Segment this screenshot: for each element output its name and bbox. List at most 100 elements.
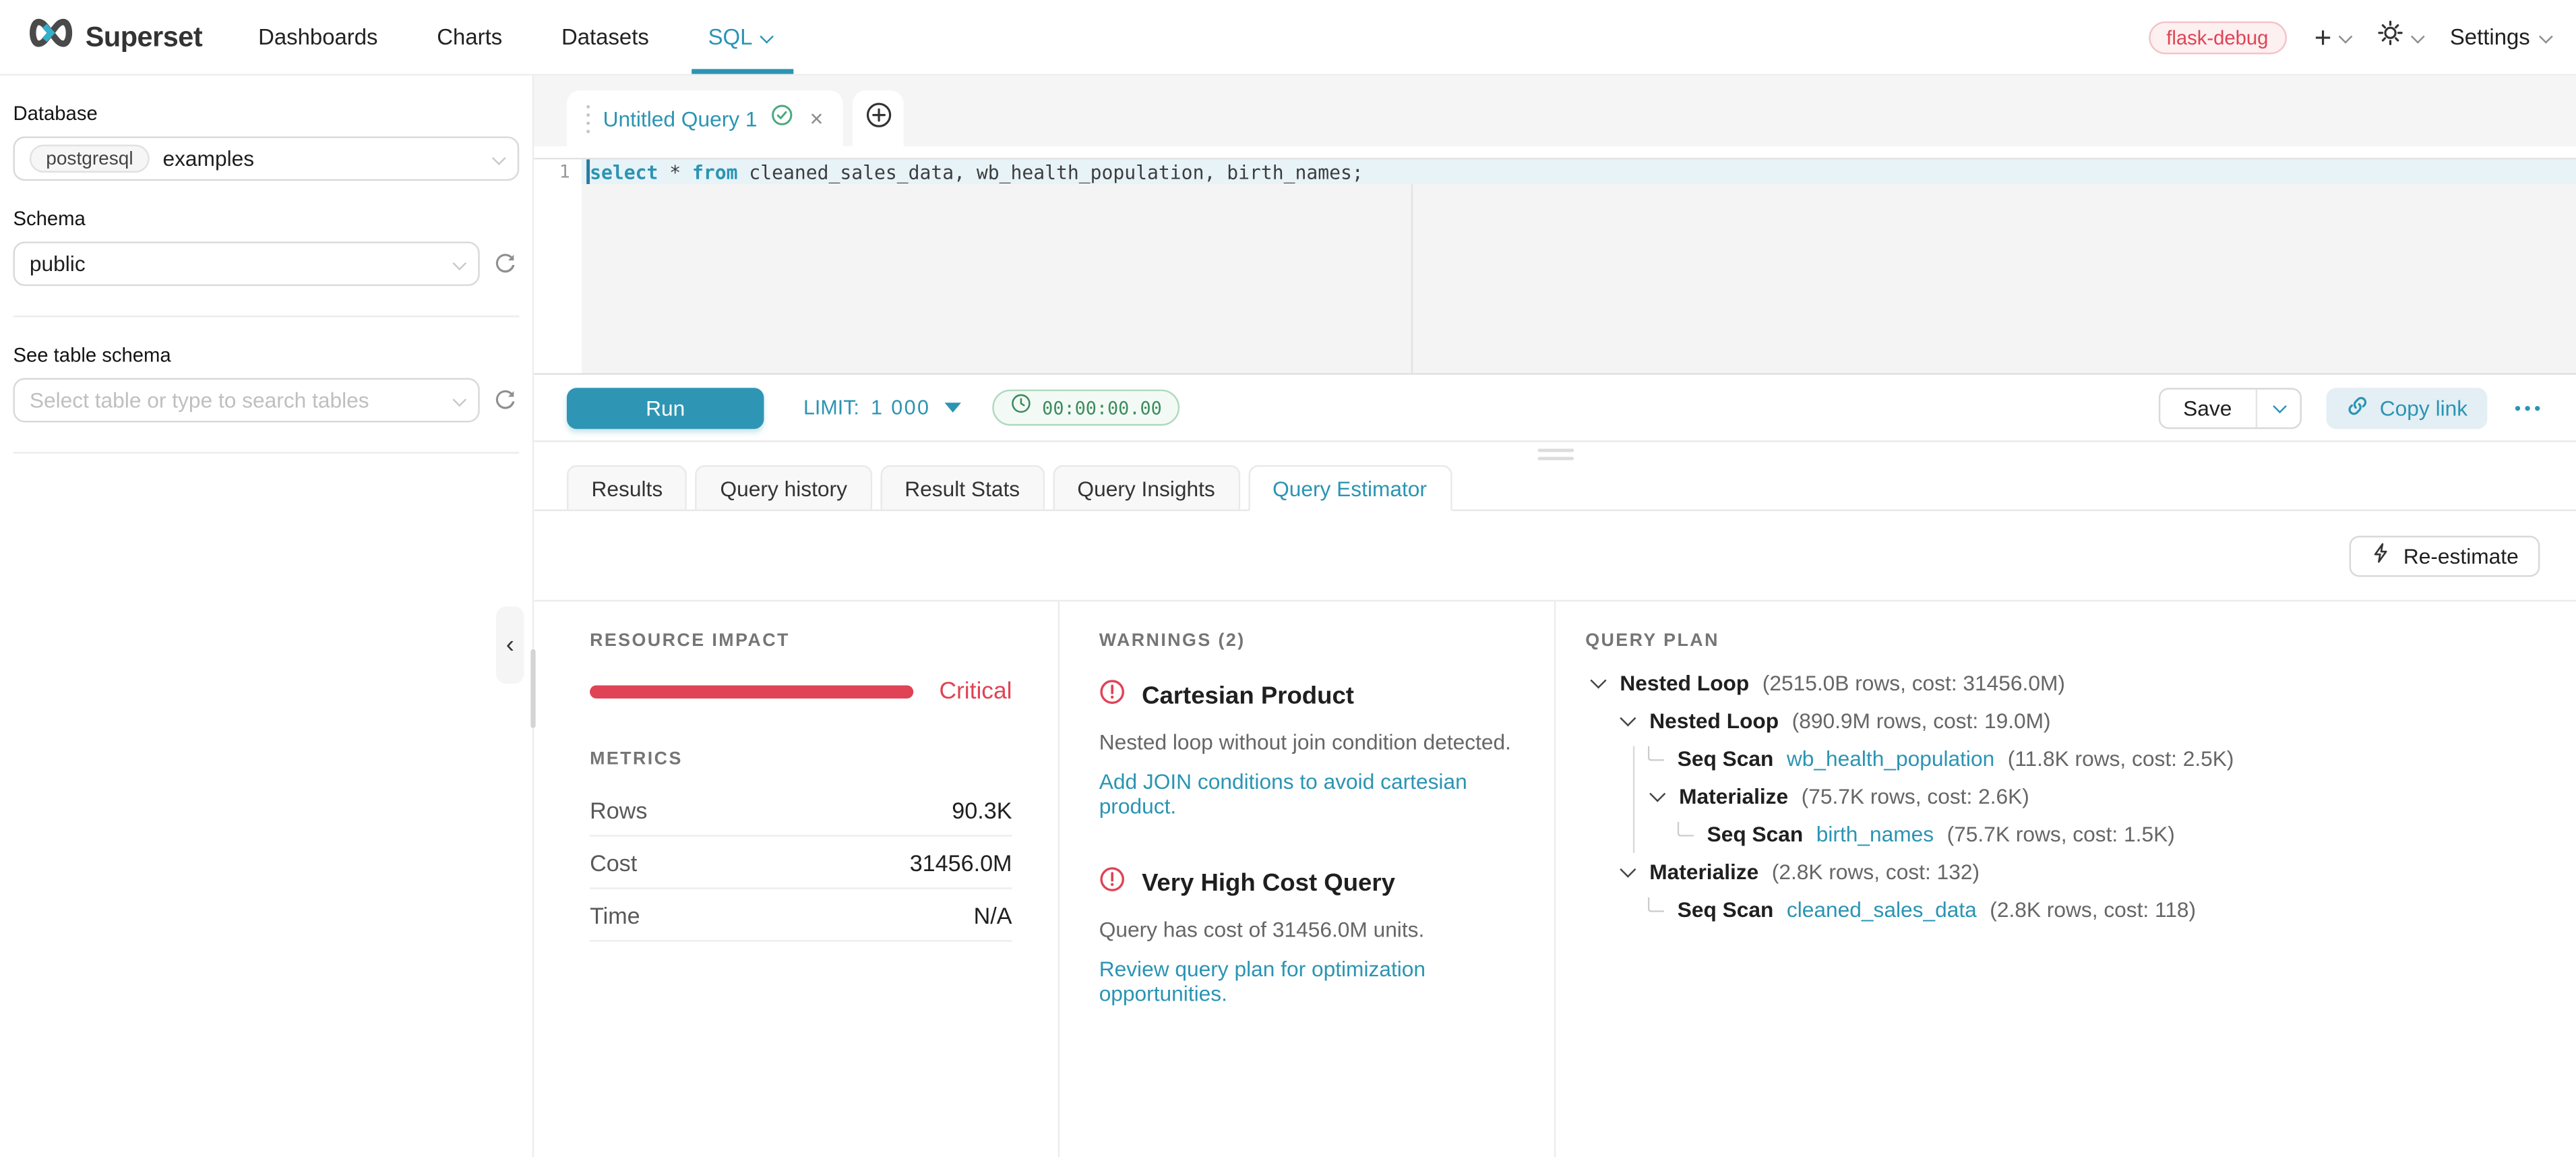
limit-dropdown[interactable]: LIMIT: 1 000	[803, 396, 962, 419]
tab-query-history[interactable]: Query history	[695, 465, 872, 510]
settings-menu[interactable]: Settings	[2450, 25, 2553, 49]
print-margin-line	[1411, 159, 1413, 374]
schema-select-value: public	[29, 251, 86, 276]
resource-impact-column: RESOURCE IMPACT Critical METRICS Rows 90.…	[534, 601, 1060, 1157]
nav-item-datasets[interactable]: Datasets	[561, 24, 649, 50]
top-navbar: Superset Dashboards Charts Datasets SQL …	[0, 0, 2576, 76]
exclamation-circle-icon	[1099, 679, 1126, 713]
editor-code-area[interactable]: select * from cleaned_sales_data, wb_hea…	[581, 159, 2576, 374]
chevron-down-icon[interactable]	[1590, 672, 1607, 689]
table-select-placeholder: Select table or type to search tables	[29, 388, 369, 413]
limit-label: LIMIT:	[803, 396, 859, 419]
main-nav: Dashboards Charts Datasets SQL	[258, 0, 794, 74]
refresh-schemas-button[interactable]	[489, 249, 519, 278]
warning-item: Cartesian Product Nested loop without joi…	[1099, 679, 1521, 819]
schema-select[interactable]: public	[13, 241, 480, 287]
plan-detail: (2.8K rows, cost: 118)	[1990, 897, 2197, 922]
tab-results[interactable]: Results	[566, 465, 687, 510]
database-select-value: examples	[162, 146, 255, 171]
plan-node: Materialize (75.7K rows, cost: 2.6K)	[1585, 777, 2559, 815]
plan-node: Nested Loop (2515.0B rows, cost: 31456.0M…	[1585, 664, 2559, 702]
chevron-down-icon[interactable]	[1620, 710, 1636, 727]
nav-item-charts[interactable]: Charts	[437, 24, 503, 50]
tab-query-estimator[interactable]: Query Estimator	[1248, 465, 1452, 512]
reestimate-button[interactable]: Re-estimate	[2349, 535, 2540, 576]
plan-operation: Seq Scan	[1677, 897, 1774, 922]
plan-operation: Materialize	[1679, 783, 1789, 809]
nav-item-dashboards[interactable]: Dashboards	[258, 24, 378, 50]
save-options-button[interactable]	[2255, 388, 2300, 427]
chevron-down-icon[interactable]	[1649, 785, 1666, 802]
panel-resize-handle[interactable]	[530, 649, 536, 728]
impact-progress-bar	[590, 685, 913, 699]
plan-node: Nested Loop (890.9M rows, cost: 19.0M)	[1585, 702, 2559, 740]
warnings-header: WARNINGS (2)	[1099, 631, 1246, 651]
metrics-header: METRICS	[590, 749, 683, 769]
nav-item-sql-label: SQL	[708, 24, 753, 50]
warning-suggestion-link[interactable]: Review query plan for optimization oppor…	[1099, 956, 1426, 1006]
circle-plus-icon	[865, 101, 892, 136]
chevron-down-icon	[2539, 28, 2553, 43]
table-select[interactable]: Select table or type to search tables	[13, 378, 480, 423]
tab-query-insights[interactable]: Query Insights	[1052, 465, 1240, 510]
sql-editor[interactable]: 1 select * from cleaned_sales_data, wb_h…	[534, 158, 2576, 375]
warning-title-row: Cartesian Product	[1099, 679, 1521, 713]
tab-result-stats[interactable]: Result Stats	[880, 465, 1045, 510]
save-button[interactable]: Save	[2183, 395, 2232, 420]
sql-code-line[interactable]: select * from cleaned_sales_data, wb_hea…	[581, 159, 2576, 184]
plan-table-link[interactable]: birth_names	[1816, 821, 1934, 847]
chevron-down-icon	[452, 392, 467, 407]
line-number: 1	[559, 160, 570, 183]
metric-value: N/A	[973, 901, 1012, 928]
chevron-down-icon[interactable]	[1620, 861, 1636, 878]
warning-title-row: Very High Cost Query	[1099, 866, 1521, 901]
active-nav-underline	[692, 68, 794, 74]
copy-link-button[interactable]: Copy link	[2325, 387, 2488, 428]
nav-item-sql[interactable]: SQL	[692, 0, 794, 74]
results-tabstrip: Results Query history Result Stats Query In…	[534, 465, 2576, 512]
superset-brand[interactable]: Superset	[26, 16, 203, 57]
add-query-tab-button[interactable]	[853, 90, 904, 146]
check-circle-icon	[770, 102, 793, 134]
query-tab-untitled-query-1[interactable]: Untitled Query 1 ×	[566, 90, 843, 146]
sql-token: *	[658, 160, 692, 183]
metrics-list: Rows 90.3K Cost 31456.0M Time N/A	[590, 784, 1012, 942]
sql-token: select	[590, 160, 658, 183]
metric-value: 90.3K	[952, 796, 1012, 823]
run-button[interactable]: Run	[566, 387, 764, 428]
collapse-sidebar-button[interactable]: ‹	[496, 606, 524, 684]
tree-elbow-icon	[1677, 821, 1694, 837]
plan-table-link[interactable]: cleaned_sales_data	[1786, 897, 1977, 922]
plan-detail: (2515.0B rows, cost: 31456.0M)	[1762, 670, 2065, 696]
warning-suggestion-link[interactable]: Add JOIN conditions to avoid cartesian p…	[1099, 769, 1467, 819]
warning-title: Cartesian Product	[1142, 682, 1354, 710]
resource-impact-header: RESOURCE IMPACT	[590, 631, 790, 651]
chevron-down-icon	[491, 150, 506, 165]
database-select[interactable]: postgresql examples	[13, 136, 520, 181]
drag-handle-icon[interactable]	[586, 104, 590, 108]
database-label: Database	[13, 102, 98, 125]
workspace: Database postgresql examples Schema publ…	[0, 76, 2576, 1157]
metric-row: Time N/A	[590, 889, 1012, 942]
close-tab-icon[interactable]: ×	[809, 105, 824, 131]
link-icon	[2345, 394, 2368, 421]
refresh-tables-button[interactable]	[489, 386, 519, 415]
editor-gutter: 1	[534, 159, 582, 374]
sql-editor-wrap: 1 select * from cleaned_sales_data, wb_h…	[534, 146, 2576, 375]
timer-value: 00:00:00.00	[1042, 396, 1162, 419]
theme-menu[interactable]	[2378, 20, 2426, 54]
query-plan-tree: Nested Loop (2515.0B rows, cost: 31456.0M…	[1585, 664, 2559, 928]
warning-description: Nested loop without join condition detec…	[1099, 730, 1511, 754]
query-estimator-panel: Re-estimate RESOURCE IMPACT Critical MET…	[534, 511, 2576, 1157]
tree-elbow-icon	[1647, 897, 1665, 912]
exclamation-circle-icon	[1099, 866, 1126, 901]
pane-resize-handle[interactable]	[534, 442, 2576, 465]
sqllab-left-sidebar: Database postgresql examples Schema publ…	[0, 76, 536, 1157]
impact-row: Critical	[590, 679, 1012, 705]
plan-operation: Materialize	[1649, 859, 1759, 885]
more-actions-button[interactable]	[2512, 398, 2543, 417]
plan-table-link[interactable]: wb_health_population	[1786, 746, 1995, 771]
sidebar-divider	[13, 316, 520, 318]
new-item-menu[interactable]: +	[2314, 22, 2353, 52]
plan-detail: (75.7K rows, cost: 1.5K)	[1946, 821, 2175, 847]
